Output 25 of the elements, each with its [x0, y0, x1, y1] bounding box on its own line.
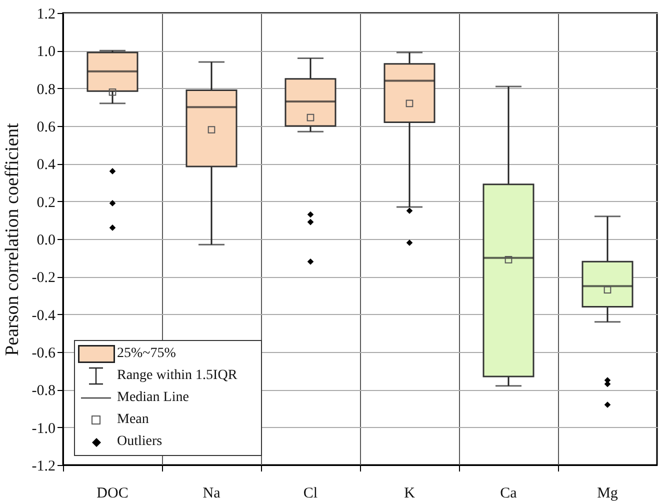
y-tick-label: 1.0 — [36, 44, 56, 60]
annotation: Outliers — [117, 434, 162, 450]
y-tick-label: 0.4 — [36, 157, 56, 174]
y-tick-label: -0.2 — [32, 270, 56, 286]
x-tick-label: DOC — [96, 486, 128, 501]
annotation: Mean — [117, 412, 149, 428]
y-tick-label: 0.6 — [36, 120, 56, 136]
x-tick-label: Mg — [597, 486, 618, 501]
y-axis-title: Pearson correlation coefficient — [2, 122, 23, 356]
annotation: Median Line — [117, 390, 189, 406]
y-tick-label: 0.0 — [36, 232, 56, 248]
y-tick-label: -1.0 — [32, 420, 56, 437]
y-tick-label: -0.6 — [32, 346, 56, 362]
x-tick-label: K — [404, 486, 416, 501]
x-tick-label: Cl — [303, 486, 318, 501]
y-tick-label: -1.2 — [32, 458, 56, 474]
annotation: Range within 1.5IQR — [117, 368, 238, 384]
y-tick-label: -0.8 — [32, 383, 56, 400]
y-tick-label: 0.2 — [36, 194, 56, 211]
annotation: 25%~75% — [117, 346, 176, 362]
y-tick-label: 1.2 — [36, 6, 56, 22]
x-tick-label: Na — [202, 486, 221, 501]
y-tick-label: -0.4 — [32, 308, 56, 324]
x-tick-label: Ca — [500, 486, 518, 501]
y-tick-label: 0.8 — [36, 82, 56, 98]
